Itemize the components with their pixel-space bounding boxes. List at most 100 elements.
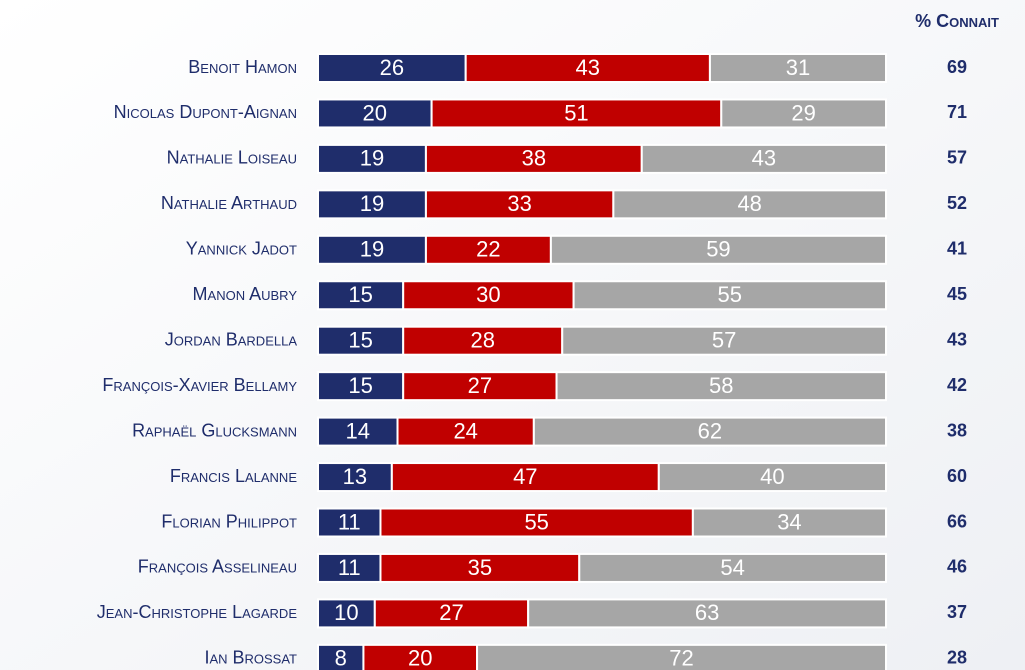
bar-segment xyxy=(362,643,479,670)
bar-segment xyxy=(532,416,888,447)
category-label: Francis Lalanne xyxy=(170,466,297,486)
value-label: 26 xyxy=(380,55,404,80)
bar-segment xyxy=(317,507,382,538)
connait-value: 69 xyxy=(947,57,967,77)
value-label: 24 xyxy=(453,418,477,443)
bar-segment xyxy=(561,325,887,356)
value-label: 20 xyxy=(363,100,387,125)
connait-value: 37 xyxy=(947,602,967,622)
value-label: 28 xyxy=(470,328,494,353)
bar-segment xyxy=(549,234,887,265)
value-label: 63 xyxy=(695,600,719,625)
value-label: 10 xyxy=(334,600,358,625)
connait-value: 43 xyxy=(947,329,967,349)
bar-segment xyxy=(424,143,643,174)
category-label: Nathalie Arthaud xyxy=(161,193,297,213)
value-label: 11 xyxy=(338,555,361,580)
bar-segment xyxy=(657,462,887,493)
value-label: 15 xyxy=(348,373,372,398)
connait-value: 42 xyxy=(947,375,967,395)
value-label: 43 xyxy=(752,146,776,171)
value-label: 15 xyxy=(348,328,372,353)
bar-segment xyxy=(527,598,887,629)
value-label: 72 xyxy=(669,646,693,670)
value-label: 19 xyxy=(360,146,384,171)
bar-segment xyxy=(317,234,427,265)
bar-segment xyxy=(464,53,711,83)
category-label: Benoit Hamon xyxy=(188,57,297,77)
connait-value: 41 xyxy=(947,239,967,259)
bar-segment xyxy=(424,189,615,220)
value-label: 27 xyxy=(468,373,492,398)
bar-segment xyxy=(317,280,405,311)
value-label: 13 xyxy=(343,464,367,489)
bar-segment xyxy=(317,53,467,83)
bar-segment xyxy=(396,416,535,447)
connait-value: 60 xyxy=(947,466,967,486)
value-label: 43 xyxy=(576,55,600,80)
value-label: 22 xyxy=(476,237,500,262)
bar-segment xyxy=(430,98,723,129)
value-label: 34 xyxy=(777,509,801,534)
category-label: Jordan Bardella xyxy=(165,329,298,349)
bar-segment xyxy=(424,234,552,265)
value-label: 20 xyxy=(408,646,432,670)
value-label: 8 xyxy=(335,646,347,670)
connait-value: 38 xyxy=(947,420,967,440)
bar-segment xyxy=(640,143,888,174)
value-label: 29 xyxy=(791,100,815,125)
value-label: 19 xyxy=(360,237,384,262)
category-label: François-Xavier Bellamy xyxy=(102,375,297,395)
category-label: Ian Brossat xyxy=(204,648,297,668)
category-label: Jean-Christophe Lagarde xyxy=(97,602,298,622)
bar-segment xyxy=(317,325,405,356)
value-label: 47 xyxy=(513,464,537,489)
category-label: François Asselineau xyxy=(138,557,297,577)
bar-segment xyxy=(708,53,887,83)
connait-value: 71 xyxy=(947,102,967,122)
category-label: Nicolas Dupont-Aignan xyxy=(114,102,297,122)
value-label: 55 xyxy=(718,282,742,307)
bar-segment xyxy=(555,371,887,402)
value-label: 27 xyxy=(439,600,463,625)
category-label: Manon Aubry xyxy=(193,284,298,304)
value-label: 11 xyxy=(338,509,361,534)
value-label: 40 xyxy=(760,464,784,489)
bar-segment xyxy=(317,598,376,629)
value-label: 54 xyxy=(720,555,744,580)
bar-segment xyxy=(720,98,888,129)
bar-segment xyxy=(572,280,887,311)
value-label: 62 xyxy=(698,418,722,443)
value-label: 51 xyxy=(564,100,588,125)
value-label: 55 xyxy=(524,509,548,534)
value-label: 58 xyxy=(709,373,733,398)
bar-segment xyxy=(612,189,887,220)
value-label: 14 xyxy=(346,418,370,443)
category-label: Nathalie Loiseau xyxy=(167,148,297,168)
bar-segment xyxy=(691,507,887,538)
value-label: 48 xyxy=(737,191,761,216)
connait-value: 66 xyxy=(947,511,967,531)
bar-segment xyxy=(317,98,433,129)
connait-value: 46 xyxy=(947,557,967,577)
bar-segment xyxy=(476,643,887,670)
value-label: 35 xyxy=(468,555,492,580)
column-header: % Connait xyxy=(915,11,999,31)
connait-value: 45 xyxy=(947,284,967,304)
category-label: Raphaël Glucksmann xyxy=(132,420,297,440)
value-label: 57 xyxy=(712,328,736,353)
bar-segment xyxy=(578,552,888,583)
value-label: 31 xyxy=(786,55,810,80)
bar-segment xyxy=(379,552,581,583)
value-label: 38 xyxy=(522,146,546,171)
bar-segment xyxy=(317,416,399,447)
value-label: 30 xyxy=(476,282,500,307)
value-label: 59 xyxy=(706,237,730,262)
bar-segment xyxy=(317,371,405,402)
value-label: 33 xyxy=(507,191,531,216)
value-label: 15 xyxy=(348,282,372,307)
connait-value: 57 xyxy=(947,148,967,168)
bar-segment xyxy=(317,189,427,220)
bar-segment xyxy=(390,462,660,493)
